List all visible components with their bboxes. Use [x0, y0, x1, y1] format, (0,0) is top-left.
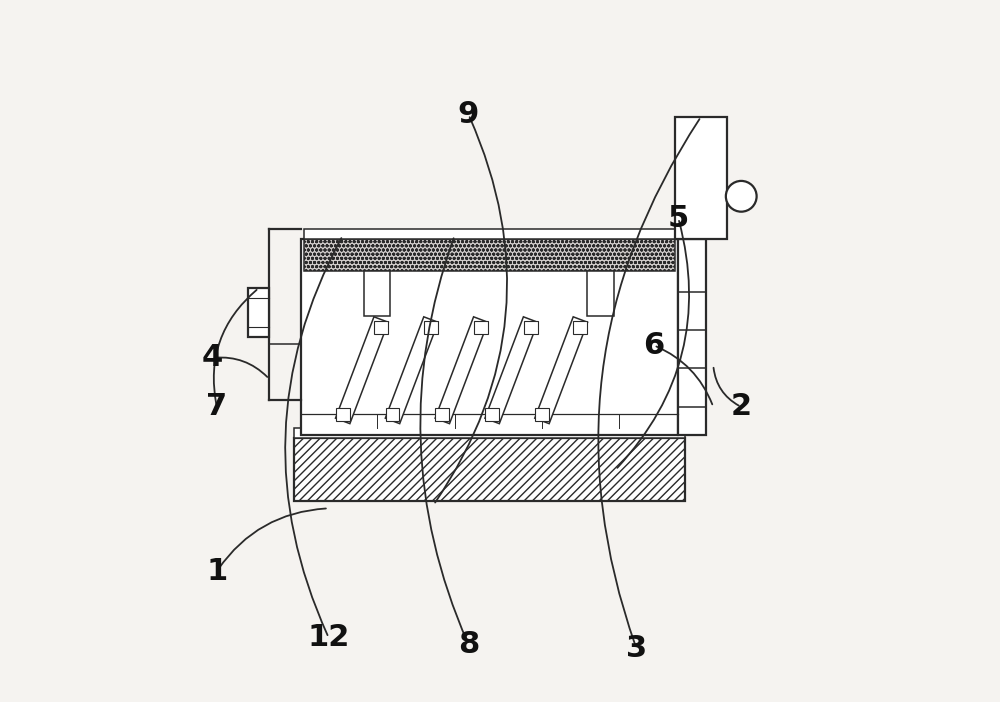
Bar: [678, 239, 706, 435]
Polygon shape: [335, 317, 388, 423]
Bar: [294, 428, 685, 439]
Bar: [424, 321, 438, 333]
Polygon shape: [435, 317, 488, 423]
Text: 2: 2: [731, 392, 752, 421]
Bar: [248, 288, 269, 337]
Bar: [374, 321, 388, 333]
Bar: [573, 321, 587, 333]
Bar: [474, 321, 488, 333]
Text: 12: 12: [308, 623, 350, 652]
Bar: [301, 239, 678, 435]
Bar: [294, 439, 685, 501]
Text: 3: 3: [626, 634, 647, 663]
Bar: [675, 117, 727, 239]
Bar: [485, 409, 499, 421]
Bar: [587, 270, 614, 316]
Bar: [304, 239, 675, 270]
Text: 7: 7: [206, 392, 227, 421]
Bar: [524, 321, 538, 333]
Text: 1: 1: [206, 557, 227, 585]
Polygon shape: [535, 317, 588, 423]
Text: 9: 9: [458, 100, 479, 129]
Bar: [304, 229, 675, 239]
Bar: [364, 270, 390, 316]
Bar: [386, 409, 399, 421]
Text: 5: 5: [668, 204, 689, 232]
Bar: [336, 409, 350, 421]
Bar: [435, 409, 449, 421]
Text: 6: 6: [643, 331, 664, 360]
Text: 4: 4: [201, 343, 223, 373]
Polygon shape: [485, 317, 538, 423]
Text: 8: 8: [458, 630, 479, 659]
Bar: [535, 409, 549, 421]
Polygon shape: [385, 317, 438, 423]
Circle shape: [726, 181, 757, 212]
